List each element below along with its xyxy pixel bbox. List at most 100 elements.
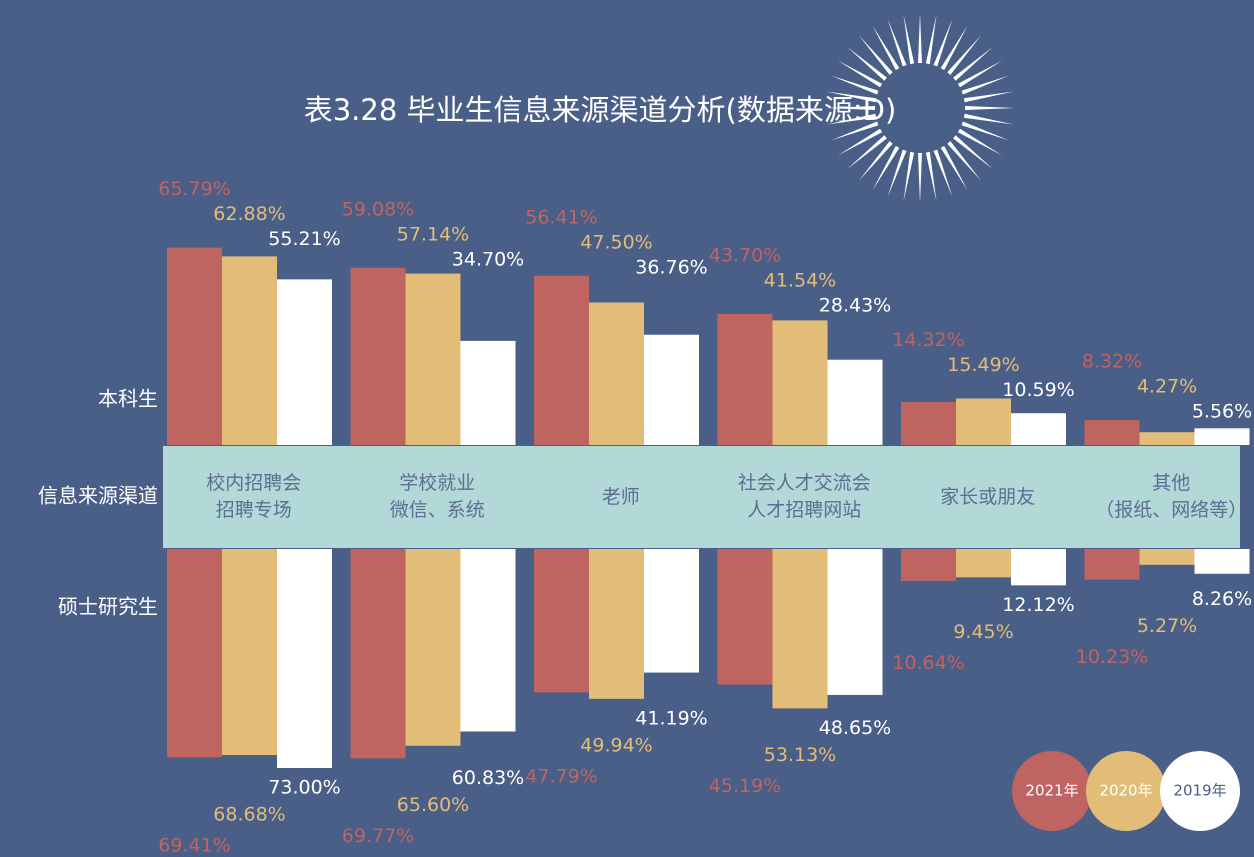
- sun-ray: [918, 13, 922, 63]
- category-label: 其他 （报纸、网络等）: [1080, 446, 1254, 548]
- bar: [351, 268, 406, 445]
- sun-ray: [873, 146, 900, 190]
- value-label: 47.79%: [525, 765, 597, 787]
- value-label: 10.64%: [892, 652, 964, 674]
- page: 表3.28 毕业生信息来源渠道分析(数据来源:D) 本科生 信息来源渠道 硕士研…: [0, 0, 1254, 857]
- bar: [644, 549, 699, 673]
- value-label: 59.08%: [342, 198, 414, 220]
- bar: [534, 549, 589, 692]
- bar: [901, 549, 956, 581]
- bar: [589, 303, 644, 446]
- bar: [1085, 420, 1140, 445]
- value-label: 28.43%: [819, 294, 891, 316]
- sun-ray: [918, 153, 922, 203]
- category-label: 家长或朋友: [896, 446, 1080, 548]
- value-label: 69.77%: [342, 825, 414, 847]
- sun-ray: [904, 14, 915, 64]
- bar: [1085, 549, 1140, 580]
- value-label: 45.19%: [709, 775, 781, 797]
- value-label: 9.45%: [953, 621, 1013, 643]
- bar: [406, 274, 461, 445]
- row-label: 硕士研究生: [58, 595, 158, 619]
- category-label: 老师: [529, 446, 713, 548]
- value-label: 62.88%: [213, 203, 285, 225]
- value-label: 56.41%: [525, 206, 597, 228]
- bar: [1140, 549, 1195, 565]
- value-label: 8.32%: [1082, 351, 1142, 373]
- chart: 表3.28 毕业生信息来源渠道分析(数据来源:D) 本科生 信息来源渠道 硕士研…: [0, 0, 1254, 857]
- bar: [277, 549, 332, 768]
- sun-ray: [958, 129, 1002, 156]
- bar: [956, 549, 1011, 577]
- sun-ray: [859, 141, 893, 181]
- value-label: 4.27%: [1137, 376, 1197, 398]
- value-label: 41.19%: [635, 707, 707, 729]
- bar: [406, 549, 461, 746]
- sun-ray: [947, 141, 981, 181]
- sun-ray: [904, 152, 915, 202]
- value-label: 5.27%: [1137, 615, 1197, 637]
- bar: [277, 279, 332, 445]
- value-label: 68.68%: [213, 804, 285, 826]
- value-label: 43.70%: [709, 244, 781, 266]
- bar: [718, 549, 773, 685]
- bar: [644, 335, 699, 445]
- bar: [167, 248, 222, 445]
- sun-ray: [953, 135, 993, 169]
- bar: [222, 256, 277, 445]
- bar: [1140, 432, 1195, 445]
- category-label: 社会人才交流会 人才招聘网站: [713, 446, 897, 548]
- sun-ray: [964, 114, 1014, 125]
- bar: [828, 360, 883, 445]
- bar: [1011, 549, 1066, 585]
- value-label: 41.54%: [764, 269, 836, 291]
- bar: [773, 549, 828, 708]
- value-label: 10.23%: [1076, 646, 1148, 668]
- category-label: 学校就业 微信、系统: [346, 446, 530, 548]
- value-label: 34.70%: [452, 248, 524, 270]
- row-label: 本科生: [98, 387, 158, 411]
- value-label: 49.94%: [580, 734, 652, 756]
- sun-ray: [847, 135, 887, 169]
- value-label: 10.59%: [1002, 379, 1074, 401]
- bar: [222, 549, 277, 755]
- sun-ray: [873, 26, 900, 70]
- value-label: 55.21%: [268, 228, 340, 250]
- bar: [167, 549, 222, 757]
- bar: [534, 276, 589, 445]
- value-label: 65.79%: [158, 178, 230, 200]
- value-label: 48.65%: [819, 717, 891, 739]
- sun-ray: [847, 47, 887, 81]
- value-label: 73.00%: [268, 777, 340, 799]
- bar: [956, 399, 1011, 445]
- sun-ray: [964, 92, 1014, 103]
- sun-ray: [838, 129, 882, 156]
- category-label: 校内招聘会 招聘专场: [162, 446, 346, 548]
- value-label: 53.13%: [764, 744, 836, 766]
- sun-ray: [941, 26, 968, 70]
- chart-title: 表3.28 毕业生信息来源渠道分析(数据来源:D): [304, 93, 897, 127]
- bar: [901, 402, 956, 445]
- value-label: 15.49%: [947, 354, 1019, 376]
- legend-label: 2021年: [1025, 782, 1078, 800]
- bar: [1195, 549, 1250, 574]
- sun-ray: [958, 61, 1002, 88]
- bar: [773, 320, 828, 445]
- value-label: 14.32%: [892, 329, 964, 351]
- bar: [828, 549, 883, 695]
- bar: [589, 549, 644, 699]
- bar: [461, 549, 516, 731]
- bar: [1011, 413, 1066, 445]
- axis-label: 信息来源渠道: [38, 484, 158, 508]
- value-label: 8.26%: [1192, 588, 1252, 610]
- sun-ray: [947, 35, 981, 75]
- sun-ray: [941, 146, 968, 190]
- value-label: 69.41%: [158, 835, 230, 857]
- bar: [351, 549, 406, 758]
- value-label: 65.60%: [397, 794, 469, 816]
- value-label: 5.56%: [1192, 401, 1252, 423]
- sun-ray: [838, 61, 882, 88]
- sun-ray: [926, 152, 937, 202]
- legend-label: 2020年: [1099, 782, 1152, 800]
- bar: [461, 341, 516, 445]
